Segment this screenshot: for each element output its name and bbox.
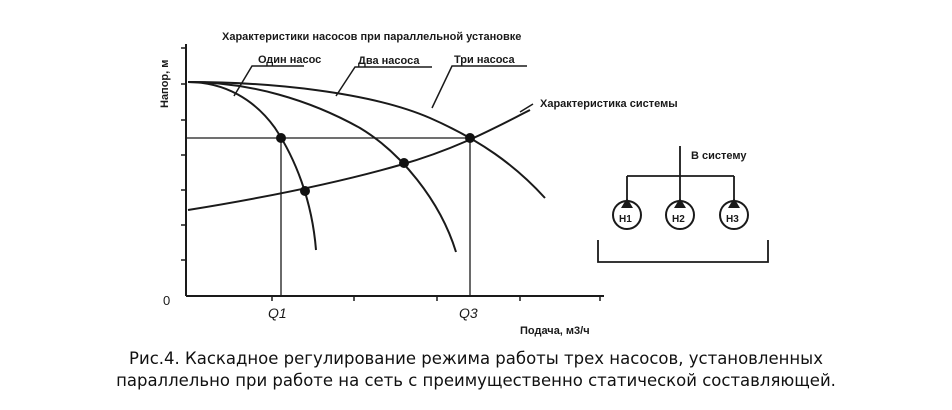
caption-line-1: Рис.4. Каскадное регулирование режима ра… xyxy=(129,349,823,368)
curves xyxy=(187,81,546,253)
point-two-pumps-system xyxy=(399,158,409,168)
reference-lines xyxy=(186,137,471,296)
point-three-pumps-system xyxy=(465,133,475,143)
curve-system xyxy=(187,109,531,211)
svg-text:Н1: Н1 xyxy=(619,214,632,225)
series-label-two: Два насоса xyxy=(358,55,420,67)
output-label: В систему xyxy=(691,150,747,162)
svg-text:Н3: Н3 xyxy=(726,214,739,225)
series-label-three: Три насоса xyxy=(454,54,516,66)
operating-points xyxy=(276,133,475,196)
chart-title: Характеристики насосов при параллельной … xyxy=(222,31,521,43)
caption-line-2: параллельно при работе на сеть с преимущ… xyxy=(116,371,836,390)
point-one-pump-system xyxy=(300,186,310,196)
x-tick-q1: Q1 xyxy=(268,305,287,321)
pump-h1: Н1 xyxy=(612,198,642,230)
svg-text:Н2: Н2 xyxy=(672,214,685,225)
curve-three-pumps xyxy=(187,81,546,199)
origin-label: 0 xyxy=(163,293,170,308)
x-tick-q3: Q3 xyxy=(459,305,478,321)
pump-h3: Н3 xyxy=(719,198,749,230)
series-label-system: Характеристика системы xyxy=(540,98,678,110)
x-axis xyxy=(186,295,604,301)
y-axis-label: Напор, м xyxy=(159,60,171,108)
curve-one-pump xyxy=(187,81,317,251)
pump-schematic xyxy=(597,146,769,263)
figure-caption: Рис.4. Каскадное регулирование режима ра… xyxy=(0,348,952,392)
series-label-one: Один насос xyxy=(258,54,321,66)
curve-leaders xyxy=(233,65,534,113)
curve-two-pumps xyxy=(187,81,457,253)
y-axis xyxy=(181,44,187,296)
x-axis-label: Подача, м3/ч xyxy=(520,325,590,337)
pump-h2: Н2 xyxy=(665,198,695,230)
point-one-pump-q1 xyxy=(276,133,286,143)
